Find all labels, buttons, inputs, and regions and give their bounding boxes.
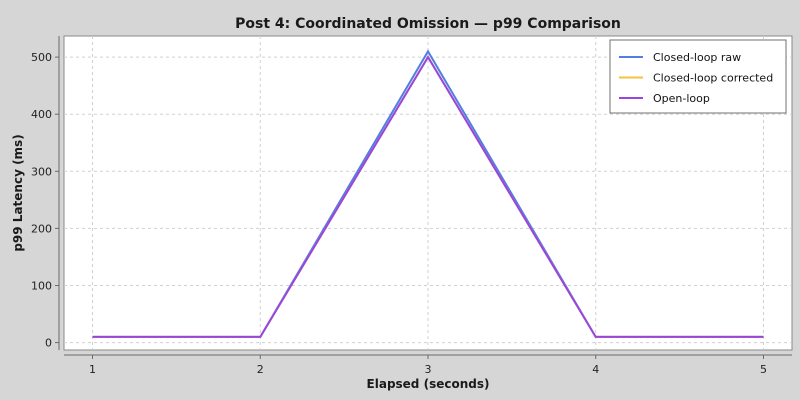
series-line-open-loop [92,55,764,338]
legend-label-closed-loop-corrected: Closed-loop corrected [653,72,773,85]
y-tick-label: 100 [31,279,52,292]
y-tick-label: 300 [31,165,52,178]
x-tick-label: 5 [760,363,767,376]
x-tick-label: 3 [425,363,432,376]
legend: Closed-loop raw Closed-loop corrected Open… [609,39,787,114]
y-axis-label: p99 Latency (ms) [11,134,25,251]
legend-label-open-loop: Open-loop [653,92,710,105]
chart-title: Post 4: Coordinated Omission — p99 Compa… [235,16,621,32]
series-lines [92,49,764,338]
x-tick-label: 4 [592,363,599,376]
axes: 1 2 3 4 5 0 100 200 300 400 500 [31,36,792,376]
y-tick-label: 400 [31,108,52,121]
y-tick-label: 500 [31,51,52,64]
x-tick-label: 2 [257,363,264,376]
y-tick-label: 200 [31,222,52,235]
legend-label-closed-loop-raw: Closed-loop raw [653,51,741,64]
x-tick-label: 1 [89,363,96,376]
y-tick-label: 0 [45,337,52,350]
x-axis-label: Elapsed (seconds) [367,377,490,391]
